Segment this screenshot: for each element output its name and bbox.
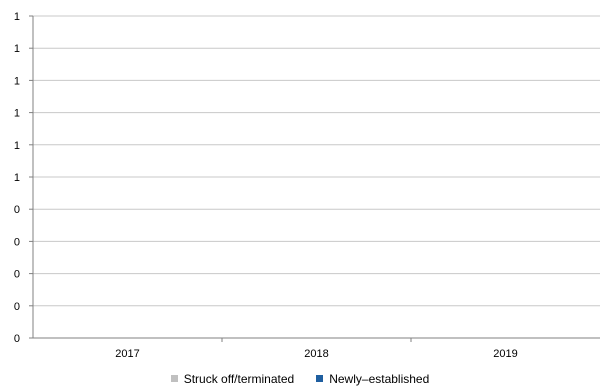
y-tick-label: 1	[14, 11, 20, 23]
y-tick-label: 0	[14, 333, 20, 345]
legend-item-struck-off: Struck off/terminated	[170, 371, 295, 386]
y-axis-ticks: 0 0 0 0 0 1 1 1 1 1 1	[14, 11, 33, 345]
legend-label-newly-established: Newly–established	[329, 371, 430, 386]
legend-label-struck-off: Struck off/terminated	[183, 371, 295, 386]
x-tick-label: 2017	[115, 348, 139, 360]
x-tick-label: 2019	[493, 348, 517, 360]
x-axis-ticks: 2017 2018 2019	[115, 338, 518, 360]
y-tick-label: 0	[14, 269, 20, 281]
y-tick-label: 1	[14, 75, 20, 87]
y-tick-label: 0	[14, 236, 20, 248]
gridlines	[33, 15, 600, 307]
y-tick-label: 1	[14, 172, 20, 184]
y-tick-label: 1	[14, 108, 20, 120]
y-tick-label: 0	[14, 204, 20, 216]
x-tick-label: 2018	[304, 348, 328, 360]
legend-swatch-newly-established	[316, 375, 324, 382]
y-tick-label: 1	[14, 43, 20, 55]
legend-item-newly-established: Newly–established	[316, 372, 429, 386]
legend-swatch-struck-off	[170, 375, 178, 382]
y-tick-label: 1	[14, 140, 20, 152]
legend: Struck off/terminated Newly–established	[0, 370, 600, 387]
y-tick-label: 0	[14, 301, 20, 313]
